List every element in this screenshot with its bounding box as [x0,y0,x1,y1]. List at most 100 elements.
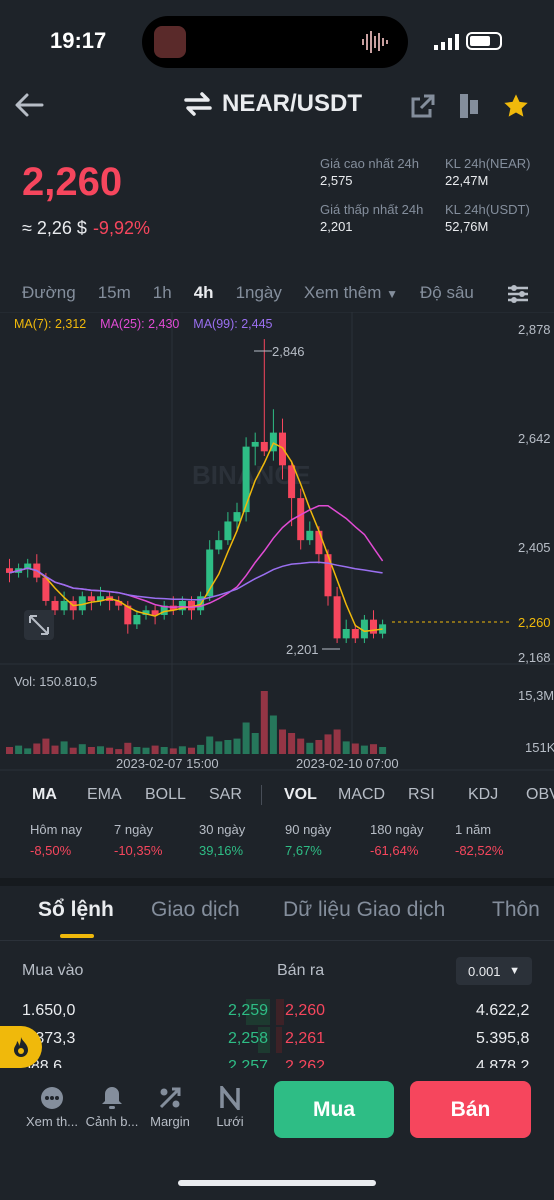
chevron-down-icon: ▼ [386,287,398,301]
volume-bar [124,742,132,754]
candle-body [306,530,314,541]
perf-value: -61,64% [370,843,419,858]
candle-body [124,605,132,625]
volume-bar [351,743,359,754]
ask-depth-bar [276,999,284,1025]
volume-bar [297,738,305,754]
volume-bar [97,746,104,754]
interval-more-label: Xem thêm [303,283,382,302]
perf-value: -10,35% [114,843,163,858]
grid-bot-icon [198,1083,262,1114]
trade-layout-icon[interactable] [456,92,482,120]
volume-bar [178,746,186,754]
indicator-ma[interactable]: MA [32,786,57,803]
volume-legend: Vol: 150.810,5 [14,674,98,689]
candle-body [251,441,259,447]
ma99-line [9,561,383,601]
indicator-obv[interactable]: OBV [526,786,554,803]
signal-icon [434,34,459,50]
interval-1h[interactable]: 1h [152,283,172,302]
y-tick-1: 2,878 [518,322,551,337]
sell-button[interactable]: Bán [410,1081,531,1138]
tab-trades[interactable]: Giao dịch [151,898,240,921]
vol-near-label: KL 24h(NEAR) [445,156,531,171]
candle-body [233,512,241,522]
favorite-star-icon[interactable] [502,92,530,120]
interval-line[interactable]: Đường [22,283,76,302]
perf-7d: 7 ngày -10,35% [114,822,162,858]
volume-bar [188,747,195,754]
tab-info[interactable]: Thôn [492,898,540,921]
candle-body [6,568,13,573]
price-approx: ≈ 2,26 $ -9,92% [22,218,150,239]
orderbook-row[interactable]: 1.373,3 2,258 2,261 5.395,8 [0,1027,554,1055]
buy-button[interactable]: Mua [274,1081,394,1138]
perf-30d: 30 ngày 39,16% [199,822,245,858]
indicator-boll[interactable]: BOLL [145,786,186,803]
audio-wave-icon [362,31,388,53]
ask-depth-bar [276,1027,282,1053]
volume-bar [342,741,350,754]
tab-order-book[interactable]: Sổ lệnh [38,898,114,921]
more-button[interactable]: Xem th... [20,1086,84,1129]
candle-body [224,521,232,541]
interval-depth[interactable]: Độ sâu [420,283,474,302]
y-tick-2: 2,642 [518,431,551,446]
bid-price: 2,258 [228,1030,269,1047]
interval-more[interactable]: Xem thêm ▼ [304,283,398,303]
indicator-macd[interactable]: MACD [338,786,386,803]
interval-4h[interactable]: 4h [193,283,214,302]
margin-button[interactable]: Margin [138,1086,202,1129]
dynamic-island[interactable] [142,16,408,68]
share-icon[interactable] [410,93,436,119]
candle-body [288,465,296,499]
volume-bar [160,747,168,754]
candle-body [360,619,368,639]
candle-body [160,605,168,615]
candle-body [87,596,95,601]
ask-column-label: Bán ra [277,962,325,979]
interval-15m[interactable]: 15m [97,283,131,302]
orderbook-row[interactable]: 588,6 2,257 2,262 4.878,2 [0,1055,554,1068]
volume-bar [233,738,241,754]
perf-value: -8,50% [30,843,72,858]
x-tick-1: 2023-02-07 15:00 [116,756,219,771]
chevron-down-icon: ▼ [509,965,520,977]
volume-bar [51,745,59,754]
interval-1d[interactable]: 1ngày [235,283,282,302]
candle-body [333,596,341,639]
indicator-ema[interactable]: EMA [87,786,122,803]
indicator-vol[interactable]: VOL [284,786,317,803]
precision-select[interactable]: 0.001 ▼ [456,957,532,985]
grid-button[interactable]: Lưới [198,1083,262,1129]
volume-bar [142,747,150,754]
perf-label: 180 ngày [370,822,424,837]
volume-bar [151,745,159,754]
tab-trading-data[interactable]: Dữ liệu Giao dịch [283,898,446,921]
candle-body [215,540,223,550]
now-playing-thumbnail [154,26,186,58]
candlestick-chart[interactable]: BINANCE 2,878 2,642 2,405 2,260 2,168 15… [0,312,554,774]
flame-icon[interactable] [0,1026,42,1068]
alert-button[interactable]: Cảnh b... [80,1086,144,1129]
margin-label: Margin [150,1114,190,1129]
pair-selector[interactable]: NEAR/USDT [184,90,362,118]
indicator-sar[interactable]: SAR [209,786,242,803]
volume-bar [306,742,314,754]
bid-depth-bar [258,1027,270,1053]
candle-body [97,596,104,601]
volume-bar [370,744,377,754]
perf-1y: 1 năm -82,52% [455,822,503,858]
indicator-kdj[interactable]: KDJ [468,786,499,803]
more-label: Xem th... [25,1114,79,1129]
fullscreen-icon[interactable] [24,610,54,640]
candle-body [60,600,68,611]
chart-settings-icon[interactable] [506,282,530,306]
candle-body [178,600,186,611]
indicator-rsi[interactable]: RSI [408,786,435,803]
perf-value: 39,16% [199,843,244,858]
bell-icon [80,1086,144,1114]
orderbook-row[interactable]: 1.650,0 2,259 2,260 4.622,2 [0,999,554,1027]
back-arrow-icon[interactable] [14,92,44,118]
vol-near-value: 22,47M [445,173,489,188]
